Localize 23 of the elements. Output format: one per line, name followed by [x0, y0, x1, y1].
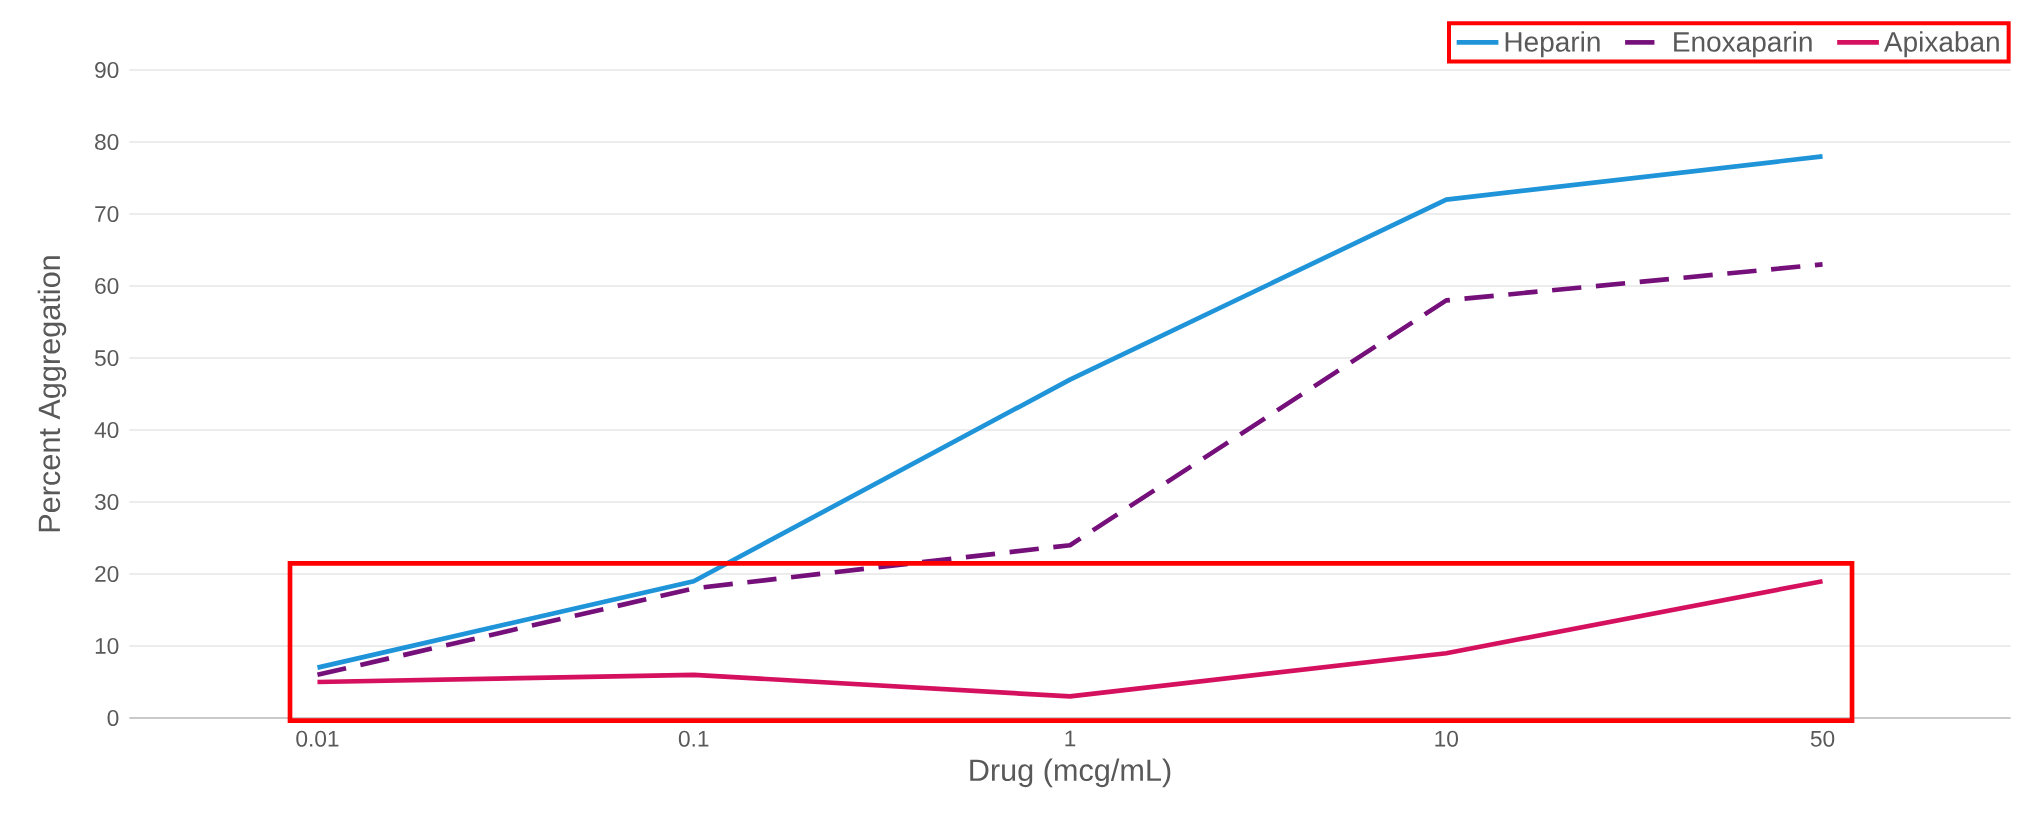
y-tick-label: 90: [95, 61, 119, 79]
y-tick-label: 80: [95, 133, 119, 151]
y-tick-label: 50: [94, 349, 119, 367]
y-tick-label: 60: [95, 277, 119, 295]
x-tick-label: 50: [1810, 730, 1835, 747]
y-tick-label: 40: [94, 421, 119, 439]
y-tick-label: 0: [107, 709, 119, 727]
y-tick-label: 20: [95, 565, 119, 583]
legend-label: Enoxaparin: [1674, 31, 1812, 58]
x-tick-label: 0.01: [296, 730, 339, 747]
x-axis-title: Drug (mcg/mL): [970, 758, 1171, 788]
line-series: [315, 262, 1825, 678]
x-tick-label: 0.1: [678, 730, 709, 747]
legend-label: Heparin: [1505, 31, 1600, 58]
legend-label: Apixaban: [1883, 31, 1999, 58]
x-tick-label: 10: [1435, 730, 1458, 747]
y-tick-label: 70: [95, 205, 119, 223]
y-axis-title: Percent Aggregation: [37, 256, 67, 532]
y-tick-label: 30: [94, 493, 119, 511]
x-tick-label: 1: [1065, 730, 1076, 747]
line-series: [315, 578, 1825, 699]
line-series: [315, 154, 1825, 670]
y-tick-label: 10: [95, 637, 119, 655]
